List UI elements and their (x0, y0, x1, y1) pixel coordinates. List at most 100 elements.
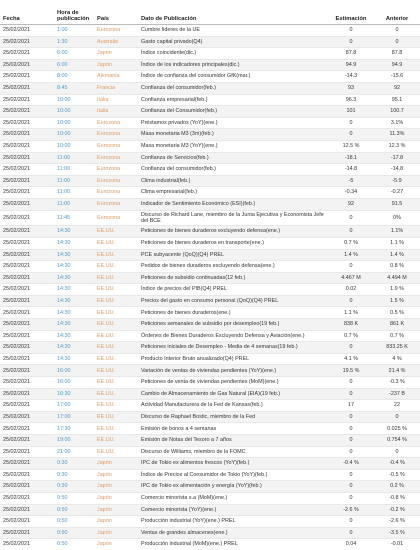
country-cell: EE.UU. (94, 411, 138, 424)
date-cell: 25/02/2021 (0, 434, 54, 447)
country-cell: Italia (94, 105, 138, 118)
country-cell: Eurozona (94, 128, 138, 141)
description-cell: Discurso de Richard Lane, miembro de la … (138, 210, 328, 227)
time-cell: 11:00 (54, 175, 94, 188)
country-cell: Australia (94, 36, 138, 49)
previous-cell: -0.8 % (374, 492, 420, 505)
country-cell: EE.UU. (94, 249, 138, 262)
column-header: Dato de Publicación (138, 0, 328, 25)
table-row: 25/02/2021 11:00 Eurozona Confianza del con… (0, 163, 420, 176)
country-cell: EE.UU. (94, 364, 138, 378)
time-cell: 14:30 (54, 237, 94, 250)
previous-cell: 87.8 (374, 47, 420, 60)
time-cell: 1:00 (54, 24, 94, 37)
description-cell: Producción industrial (YoY)(ene.) PREL (138, 515, 328, 528)
description-cell: Órdenes de Bienes Duraderos Excluyendo D… (138, 330, 328, 343)
estimate-cell: -2.6 % (328, 504, 374, 517)
date-cell: 25/02/2021 (0, 47, 54, 60)
previous-cell: -5.9 (374, 175, 420, 188)
previous-cell: 0% (374, 210, 420, 227)
description-cell: Masa monetaria M3 (3m)(feb.) (138, 128, 328, 141)
country-cell: EE.UU. (94, 388, 138, 401)
time-cell: 6:00 (54, 47, 94, 60)
date-cell: 25/02/2021 (0, 469, 54, 482)
date-cell: 25/02/2021 (0, 59, 54, 72)
estimate-cell: 12.5 % (328, 140, 374, 153)
time-cell: 0:50 (54, 492, 94, 505)
table-row: 25/02/2021 14:30 EE.UU. Peticiones semanale… (0, 318, 420, 331)
country-cell: EE.UU. (94, 318, 138, 331)
country-cell: Eurozona (94, 24, 138, 37)
time-cell: 0:50 (54, 538, 94, 550)
table-row: 25/02/2021 11:00 Eurozona Clima industrial(… (0, 175, 420, 188)
previous-cell: 4.494 M (374, 272, 420, 285)
country-cell: Japón (94, 480, 138, 493)
description-cell: Variación de ventas de viviendas pendien… (138, 364, 328, 378)
date-cell: 25/02/2021 (0, 515, 54, 528)
country-cell: EE.UU. (94, 295, 138, 308)
estimate-cell: 0 (328, 260, 374, 273)
country-cell: Japón (94, 457, 138, 470)
country-cell: Japón (94, 469, 138, 482)
previous-cell: 100.7 (374, 105, 420, 118)
description-cell: Pedidos de bienes duraderos excluyendo d… (138, 260, 328, 273)
time-cell: 0:50 (54, 504, 94, 517)
estimate-cell: 0 (328, 527, 374, 540)
time-cell: 0:30 (54, 457, 94, 470)
previous-cell: 3.1% (374, 117, 420, 130)
date-cell: 25/02/2021 (0, 364, 54, 378)
date-cell: 25/02/2021 (0, 82, 54, 95)
time-cell: 17:30 (54, 422, 94, 435)
previous-cell: -17.8 (374, 152, 420, 165)
table-row: 25/02/2021 16:00 EE.UU. Peticiones de venta… (0, 376, 420, 389)
country-cell: Alemania (94, 70, 138, 83)
time-cell: 10:00 (54, 94, 94, 107)
estimate-cell: 0 (328, 515, 374, 528)
column-header: Fecha (0, 0, 54, 25)
description-cell: Discurso de Raphael Bostic, miembro de l… (138, 411, 328, 424)
table-row: 25/02/2021 14:30 EE.UU. Peticiones iniciale… (0, 341, 420, 354)
time-cell: 11:00 (54, 152, 94, 165)
description-cell: Índice de los indicadores principales(di… (138, 59, 328, 72)
table-row: 25/02/2021 0:50 Japón Ventas de grandes alm… (0, 527, 420, 540)
estimate-cell: 0 (328, 411, 374, 424)
time-cell: 1:30 (54, 36, 94, 49)
time-cell: 10:00 (54, 117, 94, 130)
description-cell: Confianza de Servicios(feb.) (138, 152, 328, 165)
table-row: 25/02/2021 17:00 EE.UU. Actividad Manufactu… (0, 399, 420, 412)
date-cell: 25/02/2021 (0, 353, 54, 366)
previous-cell: -14.8 (374, 163, 420, 176)
country-cell: EE.UU. (94, 376, 138, 389)
estimate-cell: 0 (328, 469, 374, 482)
table-row: 25/02/2021 16:30 EE.UU. Cambio de Almacenam… (0, 388, 420, 401)
estimate-cell: 0 (328, 128, 374, 141)
estimate-cell: 0 (328, 36, 374, 49)
date-cell: 25/02/2021 (0, 70, 54, 83)
estimate-cell: 0 (328, 492, 374, 505)
estimate-cell: 0 (328, 422, 374, 435)
time-cell: 11:00 (54, 163, 94, 176)
time-cell: 11:45 (54, 210, 94, 227)
estimate-cell: 101 (328, 105, 374, 118)
estimate-cell: 0.02 (328, 283, 374, 296)
table-row: 25/02/2021 0:50 Japón Comercio minorista (Y… (0, 504, 420, 517)
country-cell: Japón (94, 504, 138, 517)
previous-cell: -15.6 (374, 70, 420, 83)
estimate-cell: 0 (328, 24, 374, 37)
date-cell: 25/02/2021 (0, 210, 54, 227)
previous-cell: 0.7 % (374, 330, 420, 343)
previous-cell: -237 B (374, 388, 420, 401)
country-cell: Eurozona (94, 175, 138, 188)
previous-cell: 0 (374, 446, 420, 459)
country-cell: Eurozona (94, 140, 138, 153)
previous-cell: 22 (374, 399, 420, 412)
previous-cell: 0.8 % (374, 260, 420, 273)
previous-cell: 861 K (374, 318, 420, 331)
description-cell: Peticiones de subsidio continuadas(12 fe… (138, 272, 328, 285)
date-cell: 25/02/2021 (0, 422, 54, 435)
previous-cell: 1.1% (374, 225, 420, 238)
country-cell: Japón (94, 527, 138, 540)
estimate-cell: 93 (328, 82, 374, 95)
date-cell: 25/02/2021 (0, 117, 54, 130)
table-row: 25/02/2021 14:30 EE.UU. Órdenes de Bienes D… (0, 330, 420, 343)
